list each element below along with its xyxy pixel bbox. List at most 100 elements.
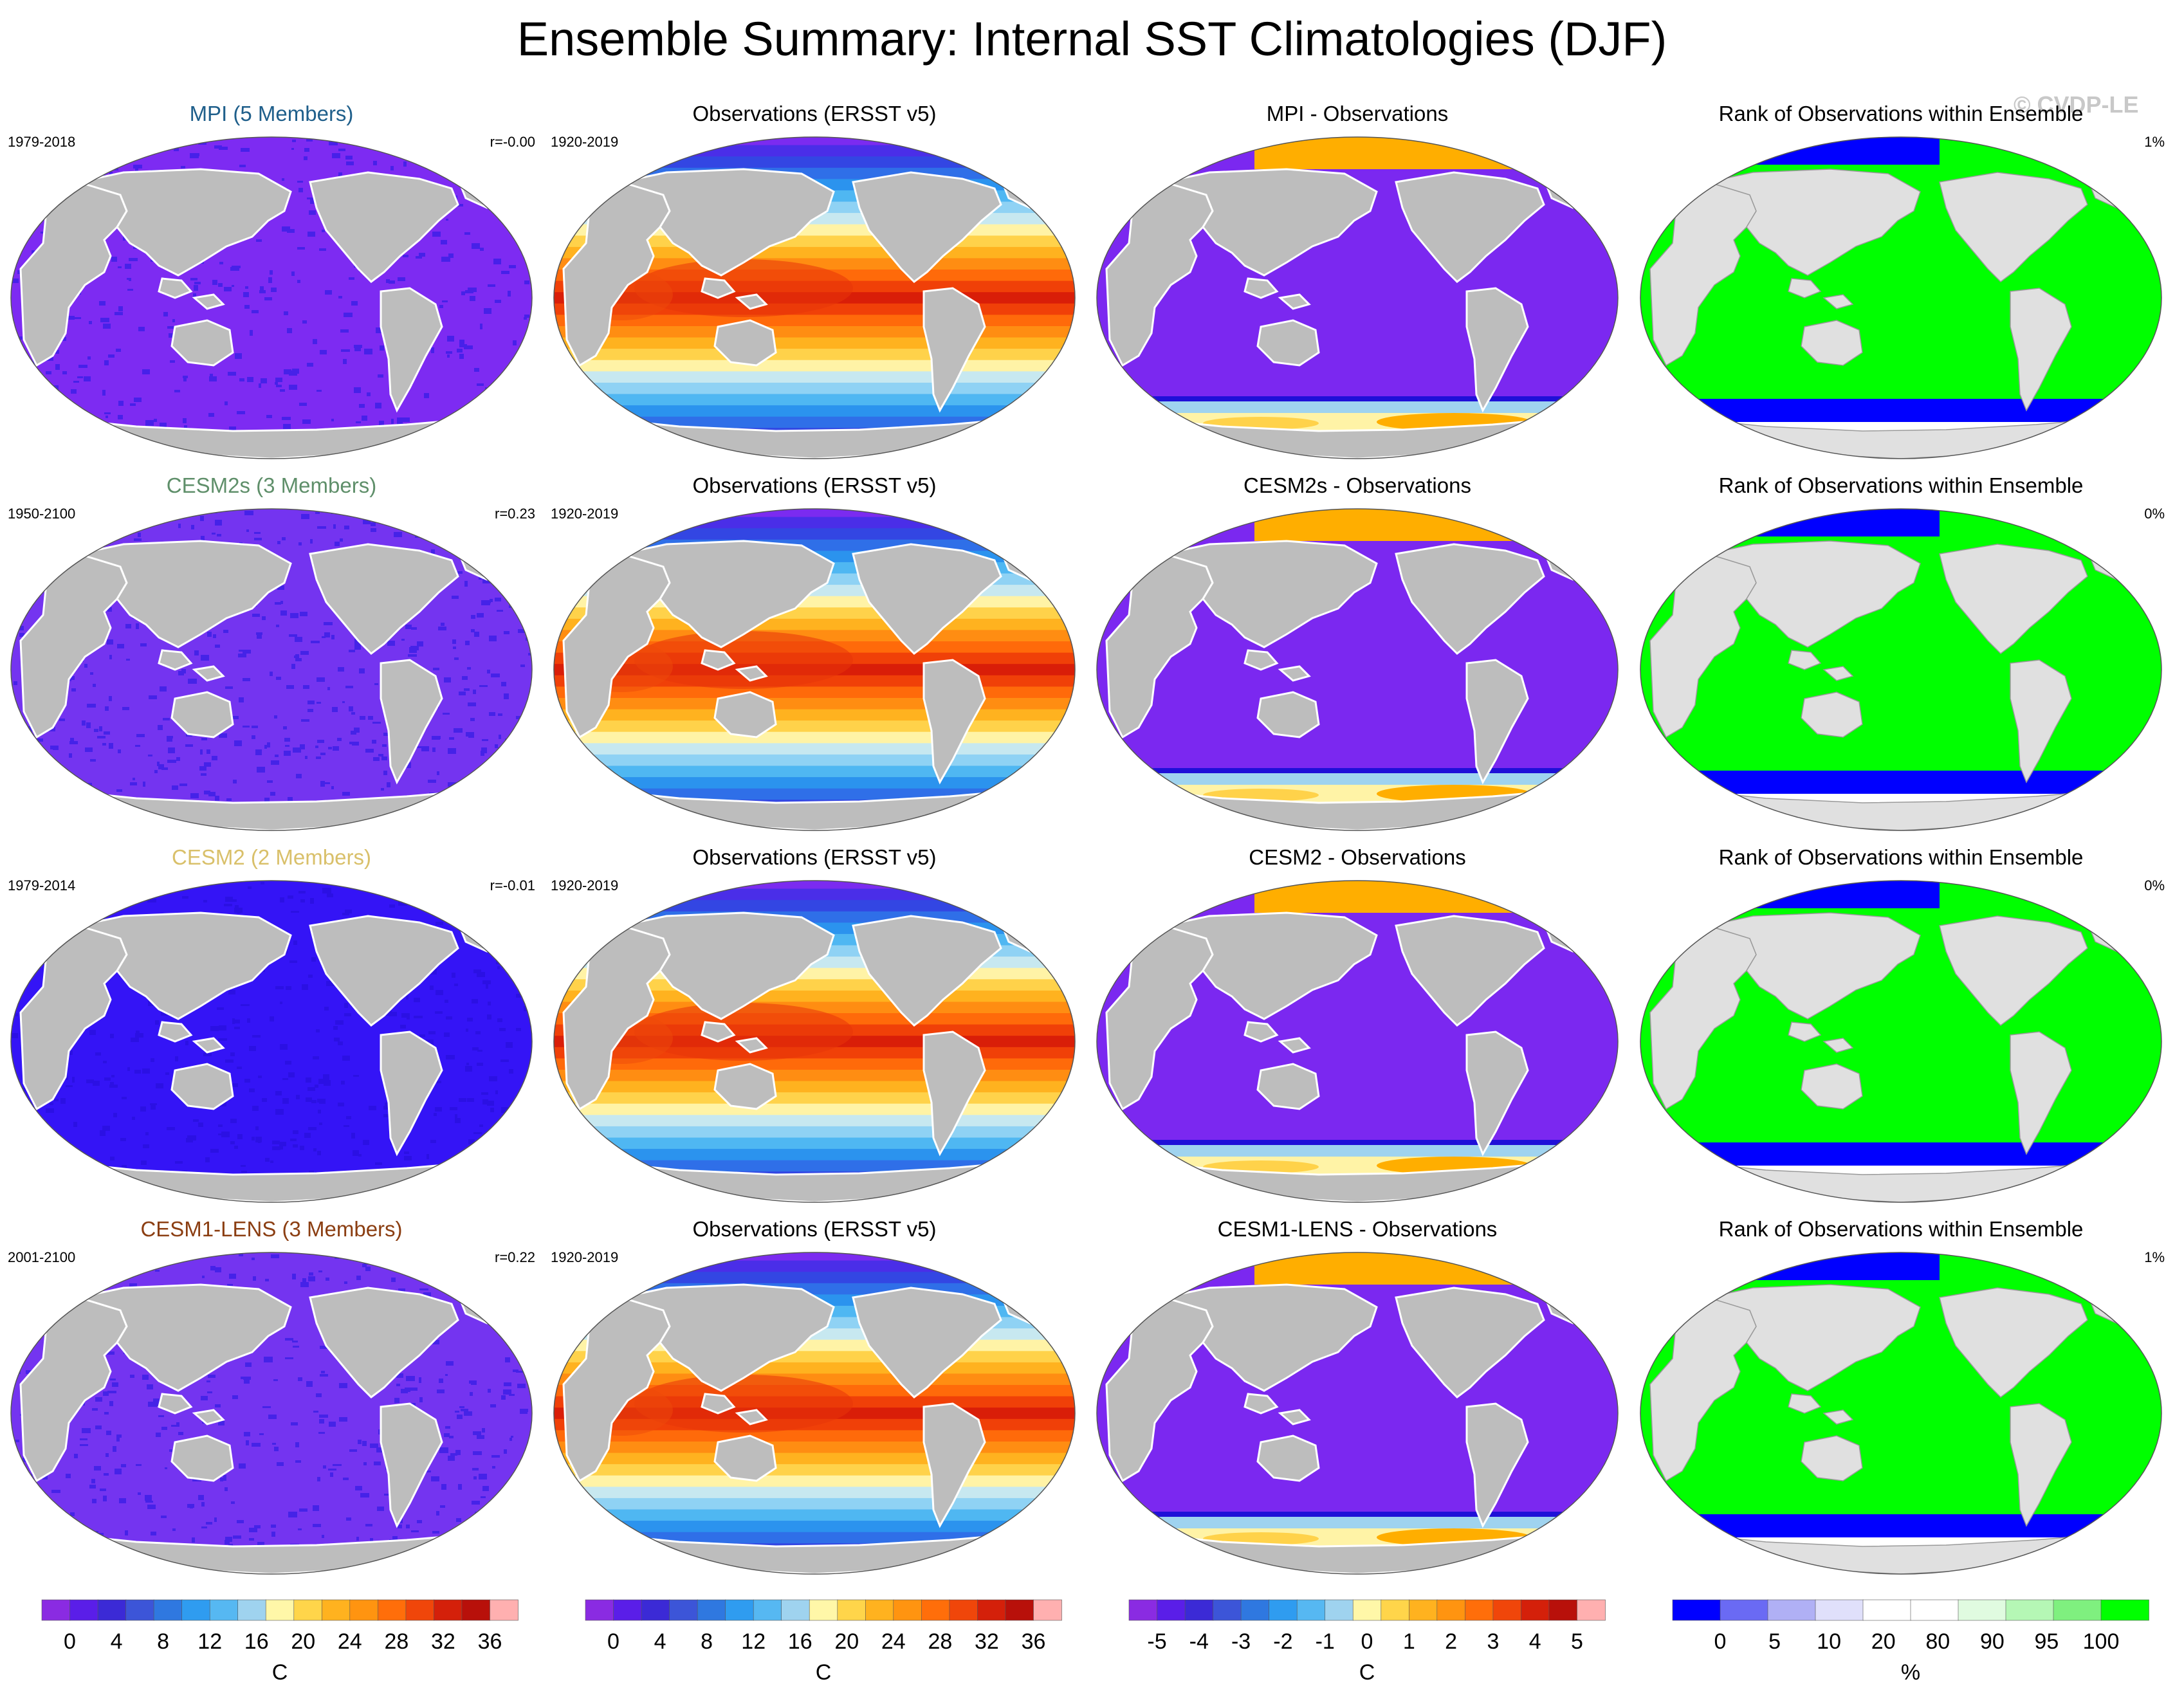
colorbar-unit: C	[271, 1660, 288, 1685]
colorbar-swatch	[1767, 1599, 1816, 1621]
colorbar-tick-label: 20	[1871, 1629, 1896, 1654]
colorbar-tick-label: 16	[244, 1629, 269, 1654]
colorbar-tick-label: 28	[384, 1629, 408, 1654]
diff-map	[1096, 508, 1619, 831]
colorbar-swatch	[1408, 1599, 1438, 1621]
obs-title: Observations (ERSST v5)	[692, 473, 937, 497]
panel-obs-row-1: Observations (ERSST v5) 1920-2019	[551, 102, 1078, 462]
pattern-correlation: r=0.23	[495, 506, 535, 522]
colorbar-tick-label: 20	[834, 1629, 859, 1654]
colorbar-tick-label: 100	[2083, 1629, 2120, 1654]
colorbar-swatch	[1910, 1599, 1959, 1621]
rank-map	[1640, 508, 2162, 831]
colorbar-swatch	[490, 1599, 518, 1621]
colorbar-2: 0 4 8 12 16 20 24 28 32 36 C	[579, 1599, 1068, 1695]
colorbar-swatch	[1325, 1599, 1354, 1621]
pattern-correlation: r=0.22	[495, 1249, 535, 1265]
colorbar-swatches: 0 4 8 12 16 20 24 28 32 36	[41, 1599, 518, 1654]
colorbar-swatch	[1240, 1599, 1270, 1621]
obs-title: Observations (ERSST v5)	[692, 1217, 937, 1241]
colorbar-swatch	[1521, 1599, 1550, 1621]
colorbar-tick-label: 95	[2034, 1629, 2059, 1654]
colorbar-unit: %	[1900, 1660, 1921, 1685]
colorbar-swatches: -5 -4 -3 -2 -1 0 1 2 3 4 5	[1128, 1599, 1606, 1654]
colorbar-tick-label: 3	[1487, 1629, 1499, 1654]
rank-map	[1640, 136, 2162, 459]
colorbar-swatch	[1033, 1599, 1062, 1621]
colorbar-swatch	[1005, 1599, 1034, 1621]
difference-title: CESM1-LENS - Observations	[1217, 1217, 1498, 1241]
colorbar-swatch	[641, 1599, 670, 1621]
panel-rank-row-3: Rank of Observations within Ensemble 0%	[1637, 845, 2165, 1205]
colorbar-swatch	[1157, 1599, 1186, 1621]
rank-value: 0%	[2144, 506, 2165, 522]
colorbar-swatch	[977, 1599, 1006, 1621]
colorbar-tick-label: 4	[1529, 1629, 1541, 1654]
obs-map	[553, 880, 1076, 1203]
rank-title: Rank of Observations within Ensemble	[1718, 102, 2084, 125]
colorbar-tick-label: 2	[1445, 1629, 1457, 1654]
colorbar-swatch	[809, 1599, 838, 1621]
colorbar-swatch	[1815, 1599, 1864, 1621]
model-map	[10, 880, 533, 1203]
colorbar-swatch	[1862, 1599, 1911, 1621]
colorbar-swatch	[1672, 1599, 1721, 1621]
years-range: 1920-2019	[551, 134, 619, 150]
panel-diff-row-3: CESM2 - Observations	[1094, 845, 1621, 1205]
colorbar-swatch	[1548, 1599, 1578, 1621]
colorbar-tick-label: 20	[291, 1629, 315, 1654]
rank-title: Rank of Observations within Ensemble	[1718, 1217, 2084, 1241]
years-range: 2001-2100	[8, 1249, 76, 1265]
rank-value: 1%	[2144, 134, 2165, 150]
panel-rank-row-2: Rank of Observations within Ensemble 0%	[1637, 473, 2165, 834]
colorbar-tick-label: 28	[928, 1629, 952, 1654]
colorbar-swatch	[1213, 1599, 1242, 1621]
colorbar-swatch	[153, 1599, 183, 1621]
colorbar-swatch	[1958, 1599, 2006, 1621]
rank-map	[1640, 880, 2162, 1203]
years-range: 1920-2019	[551, 877, 619, 893]
colorbar-swatch	[181, 1599, 210, 1621]
obs-map	[553, 1252, 1076, 1575]
rank-map	[1640, 1252, 2162, 1575]
colorbar-1: 0 4 8 12 16 20 24 28 32 36 C	[35, 1599, 524, 1695]
obs-map	[553, 136, 1076, 459]
panel-rank-row-4: Rank of Observations within Ensemble 1%	[1637, 1217, 2165, 1577]
colorbar-tick-label: 12	[197, 1629, 222, 1654]
colorbar-swatch	[781, 1599, 811, 1621]
model-title: MPI (5 Members)	[189, 102, 354, 125]
colorbar-swatches: 0 4 8 12 16 20 24 28 32 36	[585, 1599, 1062, 1654]
colorbar-swatch	[1436, 1599, 1466, 1621]
colorbar-swatch	[434, 1599, 463, 1621]
model-title: CESM2 (2 Members)	[172, 845, 371, 869]
panel-diff-row-4: CESM1-LENS - Observations	[1094, 1217, 1621, 1577]
colorbar-swatch	[237, 1599, 267, 1621]
colorbar-tick-label: 12	[741, 1629, 766, 1654]
panel-obs-row-2: Observations (ERSST v5) 1920-2019	[551, 473, 1078, 834]
years-range: 1920-2019	[551, 1249, 619, 1265]
model-map	[10, 136, 533, 459]
colorbar-swatch	[461, 1599, 491, 1621]
colorbar-tick-label: 5	[1571, 1629, 1583, 1654]
diff-map	[1096, 136, 1619, 459]
colorbar-swatch	[1296, 1599, 1326, 1621]
difference-title: CESM2 - Observations	[1249, 845, 1466, 869]
diff-map	[1096, 1252, 1619, 1575]
colorbar-4: 0 5 10 20 80 90 95 100%	[1666, 1599, 2155, 1695]
colorbar-tick-label: -4	[1189, 1629, 1209, 1654]
years-range: 1950-2100	[8, 506, 76, 522]
colorbar-tick-label: 24	[881, 1629, 906, 1654]
colorbar-tick-label: 0	[607, 1629, 619, 1654]
colorbar-swatch	[585, 1599, 614, 1621]
colorbar-tick-label: 10	[1817, 1629, 1841, 1654]
panel-model-row-4: CESM1-LENS (3 Members) 2001-2100 r=0.22	[8, 1217, 535, 1577]
colorbar-swatch	[921, 1599, 950, 1621]
colorbar-swatch	[2053, 1599, 2102, 1621]
colorbar-swatch	[1577, 1599, 1606, 1621]
colorbar-swatch	[41, 1599, 71, 1621]
years-range: 1979-2018	[8, 134, 76, 150]
colorbar-tick-label: 32	[975, 1629, 999, 1654]
colorbar-swatch	[1128, 1599, 1158, 1621]
diff-map	[1096, 880, 1619, 1203]
pattern-correlation: r=-0.00	[490, 134, 535, 150]
